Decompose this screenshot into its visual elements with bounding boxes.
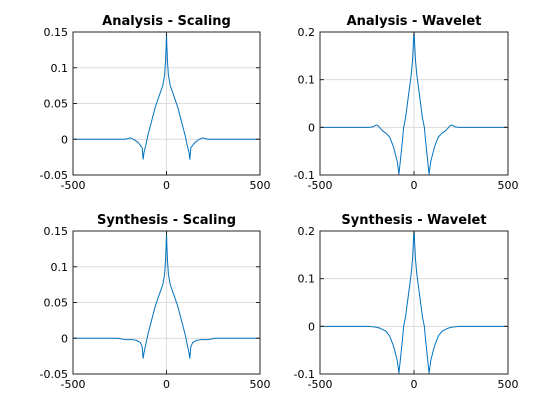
x-tick-label: 0: [163, 378, 170, 391]
x-tick-label: 500: [250, 378, 271, 391]
y-tick-label: 0.2: [298, 26, 316, 39]
y-tick-label: 0.05: [44, 297, 69, 310]
subplot-analysis-scaling: -500 0 500 -0.05 0 0.05 0.1 0.15 Analysis - Scal…: [40, 14, 271, 192]
x-tick-label: 0: [411, 378, 418, 391]
y-tick-label: -0.05: [40, 368, 68, 381]
y-tick-label: -0.05: [40, 169, 68, 182]
y-tick-label: 0: [308, 121, 315, 134]
y-tick-label: 0.1: [51, 62, 69, 75]
x-tick-label: 0: [411, 179, 418, 192]
y-tick-label: 0.2: [298, 225, 316, 238]
y-tick-label: 0: [308, 320, 315, 333]
y-tick-label: 0.1: [298, 273, 316, 286]
subplot-synthesis-scaling: -500 0 500 -0.05 0 0.05 0.1 0.15 Synthesis - Sca…: [40, 213, 271, 391]
y-tick-label: 0.1: [298, 74, 316, 87]
x-tick-label: 500: [498, 378, 519, 391]
chart-title: Analysis - Scaling: [102, 14, 231, 29]
x-tick-label: -500: [61, 179, 86, 192]
chart-title: Analysis - Wavelet: [347, 14, 482, 29]
subplot-synthesis-wavelet: -500 0 500 -0.1 0 0.1 0.2 Synthesis - Wavelet: [294, 213, 519, 391]
y-tick-label: 0: [61, 133, 68, 146]
y-tick-label: -0.1: [294, 169, 315, 182]
x-tick-label: -500: [308, 179, 333, 192]
y-tick-label: 0.15: [44, 26, 69, 39]
subplot-analysis-wavelet: -500 0 500 -0.1 0 0.1 0.2 Analysis - Wavelet: [294, 14, 519, 192]
y-tick-label: 0.15: [44, 225, 69, 238]
x-tick-label: -500: [61, 378, 86, 391]
x-tick-label: 500: [498, 179, 519, 192]
chart-title: Synthesis - Wavelet: [341, 213, 486, 228]
y-tick-label: 0: [61, 332, 68, 345]
chart-title: Synthesis - Scaling: [97, 213, 236, 228]
x-tick-label: -500: [308, 378, 333, 391]
y-tick-label: 0.05: [44, 98, 69, 111]
x-tick-label: 500: [250, 179, 271, 192]
y-tick-label: 0.1: [51, 261, 69, 274]
x-tick-label: 0: [163, 179, 170, 192]
y-tick-label: -0.1: [294, 368, 315, 381]
